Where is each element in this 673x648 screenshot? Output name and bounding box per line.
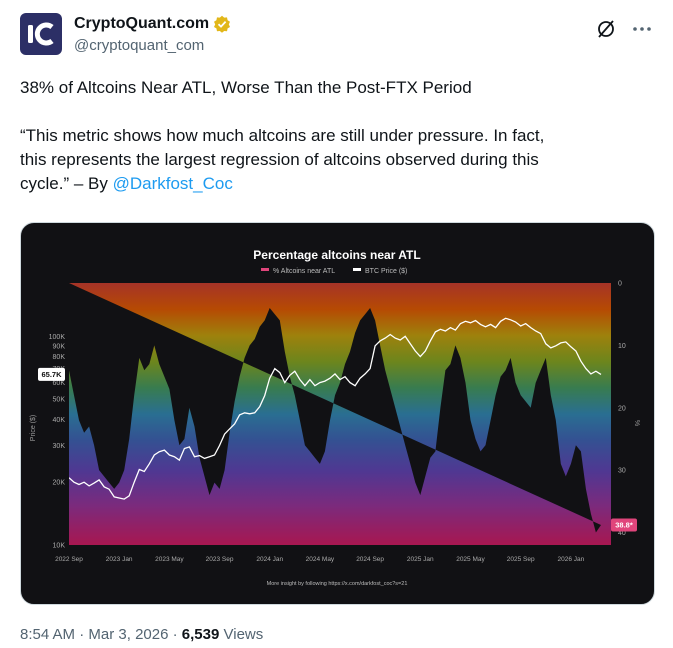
x-tick-label: 2025 May: [456, 556, 485, 563]
btc-current-label: 65.7K: [41, 370, 62, 379]
tweet-header: CryptoQuant.com @cryptoquant_com: [20, 13, 660, 59]
y-left-tick-label: 60K: [53, 380, 66, 387]
more-icon: [633, 27, 651, 31]
legend-swatch-btc: [353, 268, 361, 271]
chart-title: Percentage altcoins near ATL: [253, 248, 420, 262]
y-left-tick-label: 50K: [53, 397, 66, 404]
verified-badge-icon: [214, 15, 231, 33]
tweet-text: 38% of Altcoins Near ATL, Worse Than the…: [20, 76, 660, 196]
tweet-media[interactable]: Percentage altcoins near ATL % Altcoins …: [20, 222, 655, 605]
y-left-tick-label: 40K: [53, 417, 66, 424]
x-tick-label: 2023 May: [155, 556, 184, 563]
btc-current-marker: 65.7K: [38, 367, 65, 381]
y-left-axis-label: Price ($): [30, 415, 37, 441]
y-left-tick-label: 20K: [53, 480, 66, 487]
tweet-quote-line-1: “This metric shows how much altcoins are…: [20, 126, 545, 145]
account-handle[interactable]: @cryptoquant_com: [74, 37, 205, 54]
tweet-meta: 8:54 AM · Mar 3, 2026 · 6,539 Views: [20, 626, 263, 643]
y-right-axis-label: %: [633, 420, 640, 426]
y-right-axis: 0 10 20 30 40: [618, 281, 626, 538]
tweet-time[interactable]: 8:54 AM: [20, 626, 76, 643]
tweet-date[interactable]: Mar 3, 2026: [88, 626, 169, 643]
views-count: 6,539: [181, 626, 220, 643]
name-row: CryptoQuant.com: [74, 15, 231, 33]
y-left-axis: 100K90K80K70K60K50K40K30K20K10K: [49, 334, 66, 550]
chart: Percentage altcoins near ATL % Altcoins …: [30, 248, 640, 587]
x-tick-label: 2025 Jan: [407, 556, 434, 563]
chart-footer-text: More insight by following https://x.com/…: [267, 581, 408, 587]
more-button[interactable]: [630, 17, 654, 41]
grok-button[interactable]: [594, 17, 618, 41]
cryptoquant-logo-icon: [28, 22, 54, 46]
y-right-tick-label: 40: [618, 530, 626, 537]
grok-icon: [598, 20, 614, 38]
y-right-tick-label: 20: [618, 405, 626, 412]
y-right-tick-label: 10: [618, 343, 626, 350]
quote-attribution: cycle.” – By: [20, 174, 113, 193]
x-tick-label: 2024 Sep: [356, 556, 384, 563]
legend-swatch-pct: [261, 268, 269, 271]
tweet-quote-line-2: this represents the largest regression o…: [20, 150, 539, 169]
x-tick-label: 2025 Sep: [507, 556, 535, 563]
legend-label-pct: % Altcoins near ATL: [273, 268, 335, 275]
x-axis: 2022 Sep 2023 Jan 2023 May 2023 Sep 2024 Jan…: [55, 556, 585, 563]
x-tick-label: 2024 Jan: [256, 556, 283, 563]
y-left-tick-label: 80K: [53, 354, 66, 361]
account-name[interactable]: CryptoQuant.com: [74, 15, 210, 32]
meta-separator: ·: [79, 626, 85, 643]
x-tick-label: 2023 Sep: [206, 556, 234, 563]
pct-current-label: 38.8*: [615, 521, 633, 530]
btc-price-line: [69, 317, 602, 500]
y-left-tick-label: 100K: [49, 334, 66, 341]
legend-label-btc: BTC Price ($): [365, 268, 407, 275]
tweet-quote-line-3: cycle.” – By @Darkfost_Coc: [20, 172, 660, 196]
tweet-title: 38% of Altcoins Near ATL, Worse Than the…: [20, 78, 472, 97]
mention-link[interactable]: @Darkfost_Coc: [112, 174, 233, 193]
y-left-tick-label: 10K: [53, 543, 66, 550]
x-tick-label: 2023 Jan: [106, 556, 133, 563]
altcoin-mask: [69, 283, 601, 533]
x-tick-label: 2026 Jan: [557, 556, 584, 563]
views-label: Views: [223, 626, 264, 643]
y-right-tick-label: 0: [618, 281, 622, 288]
x-tick-label: 2024 May: [306, 556, 335, 563]
meta-separator: ·: [172, 626, 178, 643]
y-right-tick-label: 30: [618, 468, 626, 475]
chart-legend: % Altcoins near ATL BTC Price ($): [261, 268, 407, 275]
avatar[interactable]: [20, 13, 62, 55]
pct-current-marker: 38.8*: [611, 518, 637, 532]
y-left-tick-label: 90K: [53, 343, 66, 350]
x-tick-label: 2022 Sep: [55, 556, 83, 563]
y-left-tick-label: 30K: [53, 443, 66, 450]
